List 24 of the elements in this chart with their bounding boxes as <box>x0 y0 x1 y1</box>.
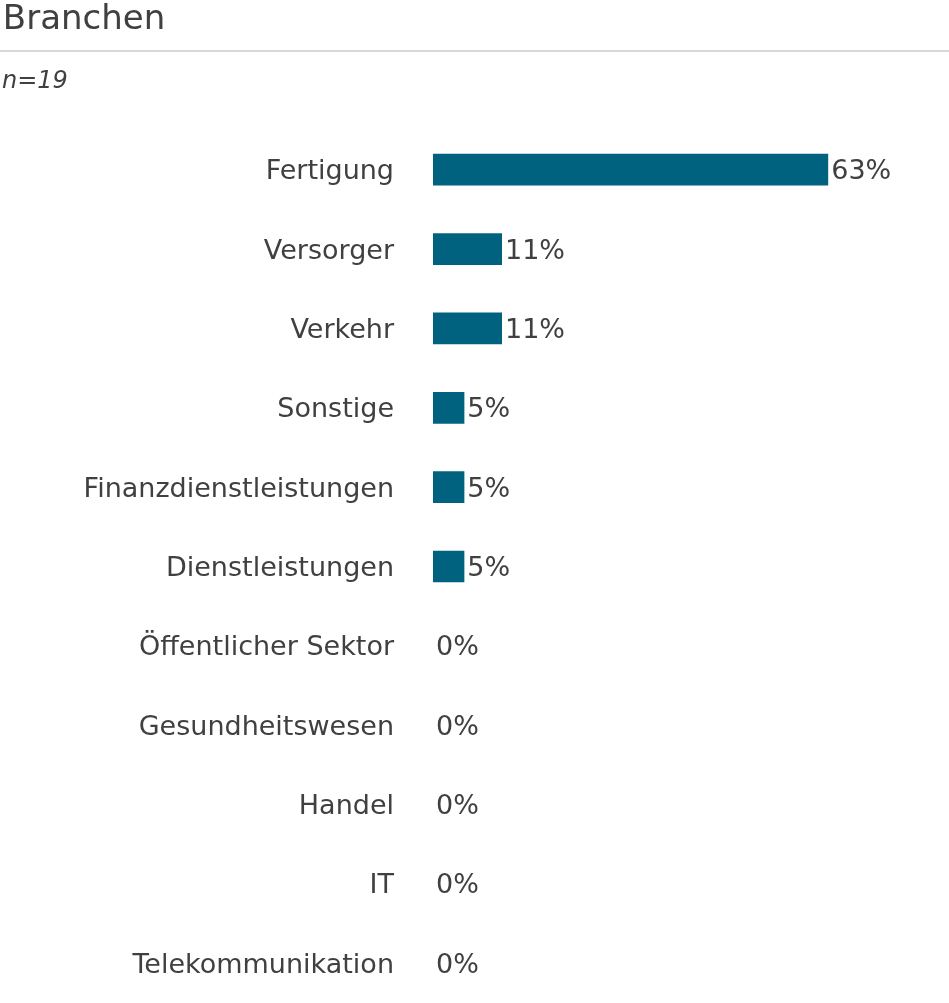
data-label: 0% <box>436 630 479 662</box>
y-tick-label: Handel <box>298 789 394 821</box>
data-label: 0% <box>436 709 479 741</box>
y-tick-label: Fertigung <box>265 154 394 186</box>
data-label: 0% <box>436 789 479 821</box>
data-label: 63% <box>831 154 892 186</box>
y-tick-label: Telekommunikation <box>131 947 394 979</box>
y-tick-label: Sonstige <box>277 392 394 424</box>
y-tick-label: Verkehr <box>290 312 395 344</box>
y-tick-label: Finanzdienstleistungen <box>83 471 394 503</box>
y-tick-label: Versorger <box>263 233 395 265</box>
data-label: 11% <box>505 233 566 265</box>
data-label: 5% <box>467 551 511 582</box>
data-label: 0% <box>436 947 479 979</box>
text: n=19 <box>2 66 68 94</box>
data-label: 5% <box>467 392 511 424</box>
y-tick-label: Gesundheitswesen <box>138 709 394 741</box>
text: Branchen <box>2 0 166 37</box>
data-label: 5% <box>467 471 511 503</box>
y-tick-label: Öffentlicher Sektor <box>138 630 395 662</box>
y-tick-label: Dienstleistungen <box>165 550 394 582</box>
y-tick-label: IT <box>369 868 395 900</box>
data-label: 0% <box>436 868 479 900</box>
data-label: 11% <box>505 312 566 344</box>
